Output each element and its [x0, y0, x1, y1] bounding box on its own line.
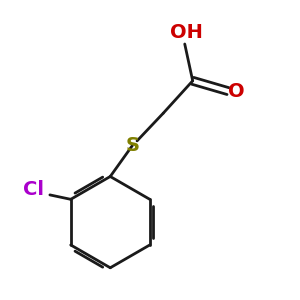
Text: OH: OH — [170, 23, 203, 42]
Text: O: O — [228, 82, 244, 100]
Text: Cl: Cl — [23, 179, 44, 199]
Text: S: S — [125, 136, 139, 155]
